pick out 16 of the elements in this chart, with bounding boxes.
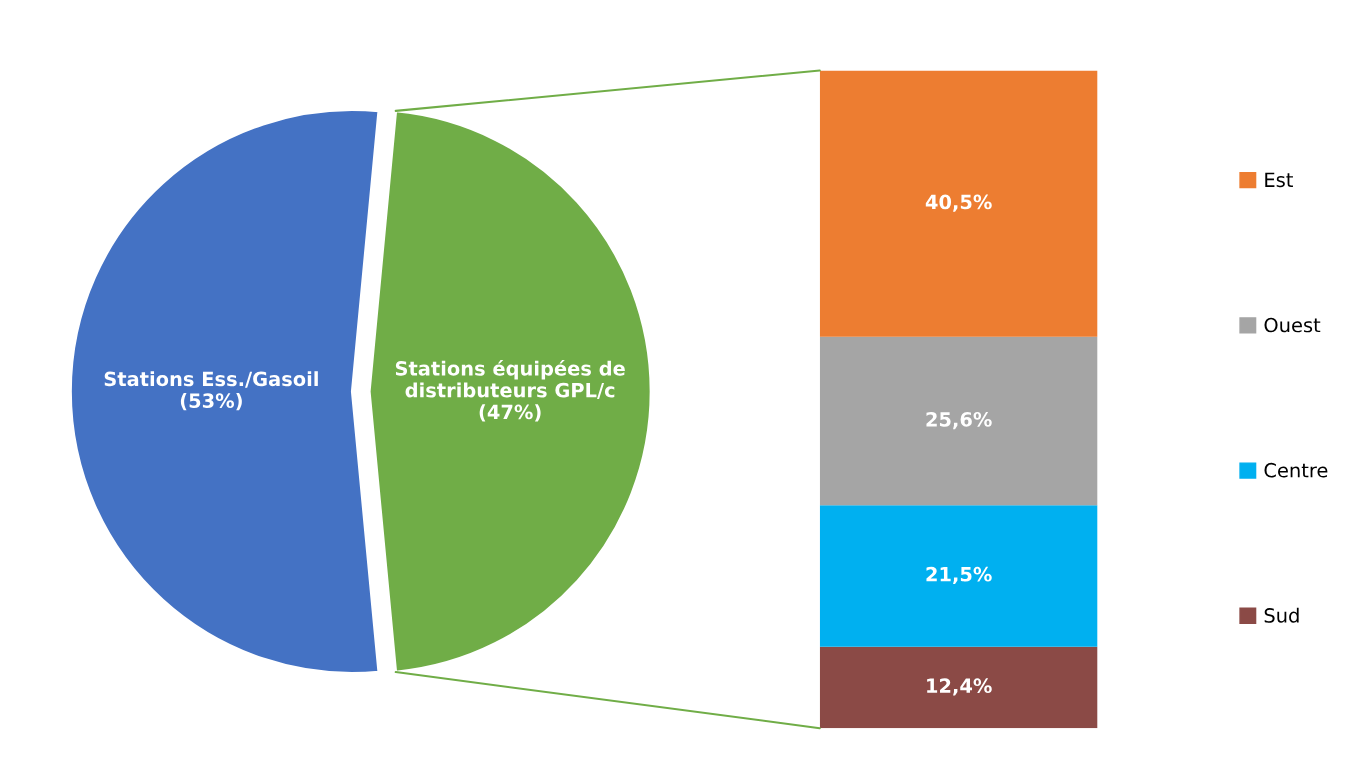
bar xyxy=(819,646,1098,729)
data-label: 25,6% xyxy=(926,411,992,430)
data-label: (47%) xyxy=(479,404,541,422)
legend-label: Centre xyxy=(1264,462,1328,478)
data-label: 21,5% xyxy=(926,566,992,585)
bar xyxy=(819,336,1098,506)
bar xyxy=(819,70,1098,337)
data-label: 12,4% xyxy=(927,678,992,696)
slice-label: Stations Ess./Gasoil xyxy=(104,371,318,388)
legend-label: Est xyxy=(1265,172,1293,188)
legend-label: Ouest xyxy=(1264,317,1321,333)
bar xyxy=(819,505,1098,647)
slice-label: Stations équipées de distributeurs GPL/c xyxy=(395,359,625,400)
data-label: 40,5% xyxy=(925,194,992,212)
data-label: (53%) xyxy=(180,393,242,411)
legend-label: Sud xyxy=(1264,607,1299,623)
